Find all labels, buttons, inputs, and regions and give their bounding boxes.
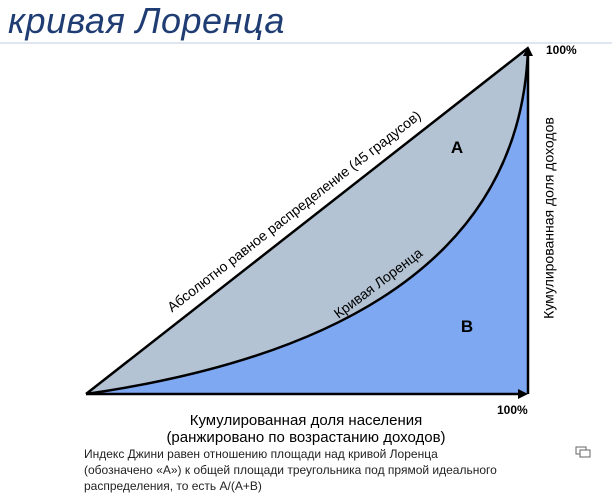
y-axis-title: Кумулированная доля доходов — [541, 117, 557, 319]
x-axis-title-line2: (ранжировано по возрастанию доходов) — [166, 429, 445, 446]
title-divider — [0, 42, 612, 44]
caption-line-1: Индекс Джини равен отношению площади над… — [84, 447, 438, 461]
x-axis-max-label: 100% — [497, 403, 528, 417]
lorenz-curve — [85, 47, 530, 396]
equality-line — [85, 47, 529, 395]
x-axis-title-line1: Кумулированная доля населения — [190, 412, 423, 429]
area-a-label: A — [451, 138, 463, 157]
slide-title: кривая Лоренца — [8, 0, 285, 41]
area-b-region — [86, 48, 528, 394]
expand-icon[interactable] — [575, 446, 591, 458]
caption: Индекс Джини равен отношению площади над… — [84, 446, 574, 494]
y-axis-max-label: 100% — [546, 43, 577, 57]
area-b-label: B — [461, 317, 473, 336]
caption-line-2: (обозначено «А») к общей площади треугол… — [84, 463, 497, 477]
caption-line-3: распределения, то есть А/(А+В) — [84, 479, 262, 493]
